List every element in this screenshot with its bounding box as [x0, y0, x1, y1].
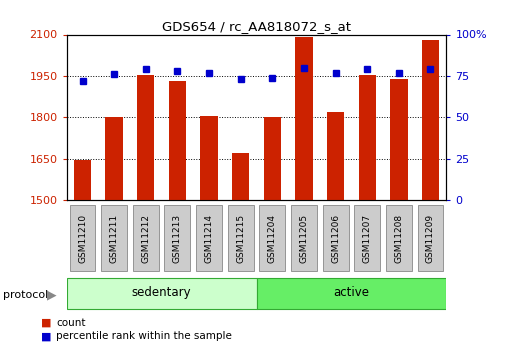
Text: ■: ■ [41, 332, 51, 341]
Bar [327, 112, 344, 200]
FancyBboxPatch shape [101, 205, 127, 272]
FancyBboxPatch shape [133, 205, 159, 272]
FancyBboxPatch shape [291, 205, 317, 272]
Text: GSM11210: GSM11210 [78, 214, 87, 263]
FancyBboxPatch shape [196, 205, 222, 272]
Title: GDS654 / rc_AA818072_s_at: GDS654 / rc_AA818072_s_at [162, 20, 351, 33]
Text: GSM11213: GSM11213 [173, 214, 182, 263]
Text: GSM11214: GSM11214 [205, 214, 213, 263]
FancyBboxPatch shape [70, 205, 95, 272]
Text: ■: ■ [41, 318, 51, 327]
Text: sedentary: sedentary [132, 286, 191, 299]
Text: GSM11206: GSM11206 [331, 214, 340, 263]
Bar [106, 117, 123, 200]
Text: protocol: protocol [3, 290, 48, 300]
Bar [74, 160, 91, 200]
Bar [232, 153, 249, 200]
Text: percentile rank within the sample: percentile rank within the sample [56, 332, 232, 341]
FancyBboxPatch shape [256, 278, 446, 309]
Bar [137, 75, 154, 200]
FancyBboxPatch shape [354, 205, 380, 272]
Text: GSM11207: GSM11207 [363, 214, 372, 263]
Text: GSM11205: GSM11205 [300, 214, 308, 263]
Bar [169, 81, 186, 200]
Text: GSM11204: GSM11204 [268, 214, 277, 263]
Text: GSM11212: GSM11212 [141, 214, 150, 263]
FancyBboxPatch shape [260, 205, 285, 272]
Bar [295, 37, 312, 200]
Text: GSM11211: GSM11211 [110, 214, 119, 263]
Text: GSM11209: GSM11209 [426, 214, 435, 263]
FancyBboxPatch shape [418, 205, 443, 272]
FancyBboxPatch shape [228, 205, 253, 272]
Text: active: active [333, 286, 369, 299]
FancyBboxPatch shape [323, 205, 348, 272]
FancyBboxPatch shape [386, 205, 412, 272]
Bar [359, 75, 376, 200]
Bar [422, 40, 439, 200]
Text: count: count [56, 318, 86, 327]
Bar [390, 79, 407, 200]
Text: GSM11208: GSM11208 [394, 214, 403, 263]
Text: ▶: ▶ [47, 288, 56, 302]
FancyBboxPatch shape [67, 278, 256, 309]
Bar [264, 117, 281, 200]
Bar [201, 116, 218, 200]
Text: GSM11215: GSM11215 [236, 214, 245, 263]
FancyBboxPatch shape [165, 205, 190, 272]
